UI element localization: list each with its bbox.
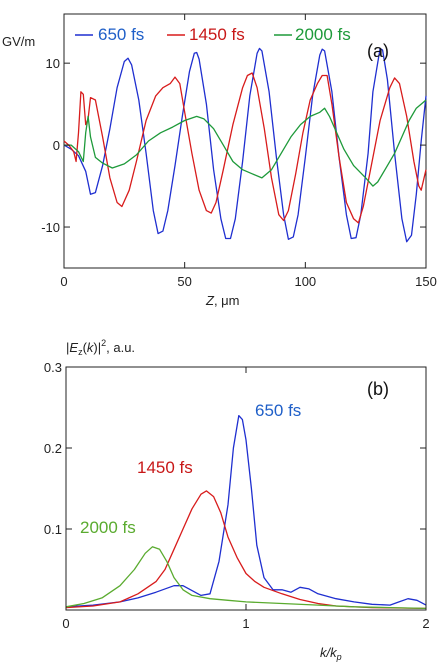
panel-a-xlabel-var: Z <box>205 293 215 308</box>
panel-a-series-1450fs-line <box>63 72 427 224</box>
panel-b-ticks: 0 1 2 0.3 0.2 0.1 <box>44 360 430 631</box>
panel-b-xtick-label: 0 <box>62 616 69 631</box>
panel-a-xtick-label: 150 <box>415 274 437 289</box>
panel-b-ylabel-k: k <box>87 340 95 355</box>
annotation-2000fs: 2000 fs <box>80 518 136 537</box>
panel-a-ytick-label: -10 <box>41 220 60 235</box>
panel-a-ytick-label: 10 <box>46 56 60 71</box>
panel-a-xtick-label: 50 <box>177 274 191 289</box>
panel-b-ylabel-e: E <box>69 340 78 355</box>
panel-b-ytick-label: 0.3 <box>44 360 62 375</box>
panel-a-legend: 650 fs 1450 fs 2000 fs <box>75 25 351 44</box>
legend-1450fs-label: 1450 fs <box>189 25 245 44</box>
panel-b-series <box>65 414 427 610</box>
annotation-1450fs: 1450 fs <box>137 458 193 477</box>
panel-b-xtick-label: 1 <box>242 616 249 631</box>
panel-b-xlabel-sub: p <box>336 652 342 662</box>
panel-a-ylabel: GV/m <box>2 34 35 49</box>
panel-a-ytick-label: 0 <box>53 138 60 153</box>
panel-a-label: (a) <box>367 41 389 61</box>
panel-b-xlabel: k/kp <box>320 645 342 662</box>
panel-b-ytick-label: 0.2 <box>44 441 62 456</box>
panel-a-series-2000fs-line <box>64 99 427 187</box>
panel-b-ylabel: |Ez(k)|2, a.u. <box>66 338 135 357</box>
legend-2000fs-label: 2000 fs <box>295 25 351 44</box>
panel-b-series-1450fs-line <box>65 490 427 610</box>
panel-a-series <box>63 47 427 243</box>
panel-b-ytick-label: 0.1 <box>44 522 62 537</box>
panel-a-xlabel-unit: , μm <box>214 293 240 308</box>
panel-a-xlabel: Z, μm <box>205 293 240 308</box>
panel-b-series-650fs-line <box>65 414 427 608</box>
annotation-650fs: 650 fs <box>255 401 301 420</box>
panel-b-xtick-label: 2 <box>422 616 429 631</box>
panel-b-ylabel-unit: , a.u. <box>106 340 135 355</box>
panel-b-ylabel-paren: ( <box>83 340 88 355</box>
panel-b-ylabel-sup: 2 <box>101 338 106 348</box>
panel-a-xtick-label: 0 <box>60 274 67 289</box>
panel-a-series-650fs-line <box>63 47 427 243</box>
panel-b-ylabel-sub: z <box>78 347 83 357</box>
panel-b-chart: 0 1 2 0.3 0.2 0.1 |Ez(k)|2, a.u. (b) k/kp 650… <box>44 338 430 662</box>
panel-b-series-2000fs-line <box>65 546 427 610</box>
panel-b-label: (b) <box>367 379 389 399</box>
panel-a-xtick-label: 100 <box>294 274 316 289</box>
legend-650fs-label: 650 fs <box>98 25 144 44</box>
